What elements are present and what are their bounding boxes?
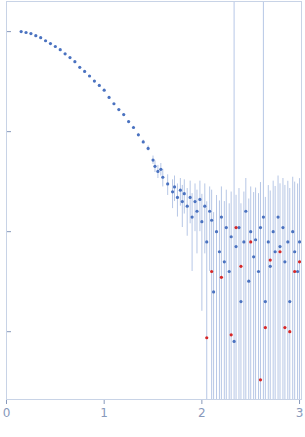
svg-text:3: 3: [296, 406, 304, 420]
svg-text:2: 2: [198, 406, 206, 420]
svg-text:0: 0: [3, 406, 11, 420]
svg-text:1: 1: [100, 406, 108, 420]
